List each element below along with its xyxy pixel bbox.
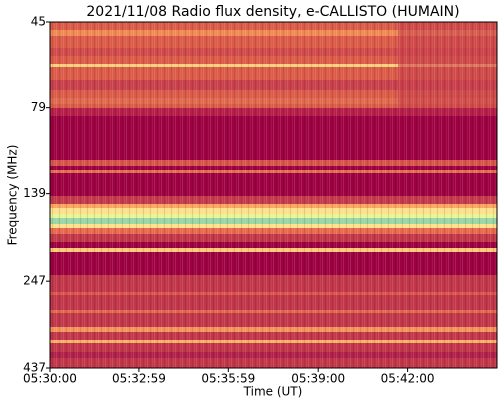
y-axis-label: Frequency (MHz): [6, 145, 20, 246]
plot-frame: [49, 21, 498, 369]
x-tick-label: 05:42:00: [381, 372, 435, 386]
x-tick-label: 05:39:00: [291, 372, 345, 386]
x-tick-label: 05:32:59: [112, 372, 166, 386]
chart-title: 2021/11/08 Radio flux density, e-CALLIST…: [86, 4, 459, 20]
x-tick-label: 05:35:59: [201, 372, 255, 386]
y-tick-label: 79: [31, 100, 46, 114]
y-tick-label: 45: [31, 15, 46, 29]
y-tick-label: 437: [23, 361, 46, 375]
y-tick-label: 247: [23, 274, 46, 288]
spectrogram: [50, 22, 497, 368]
x-axis-label: Time (UT): [243, 385, 303, 399]
y-tick-label: 139: [23, 186, 46, 200]
x-tick-label: 05:30:00: [23, 372, 77, 386]
